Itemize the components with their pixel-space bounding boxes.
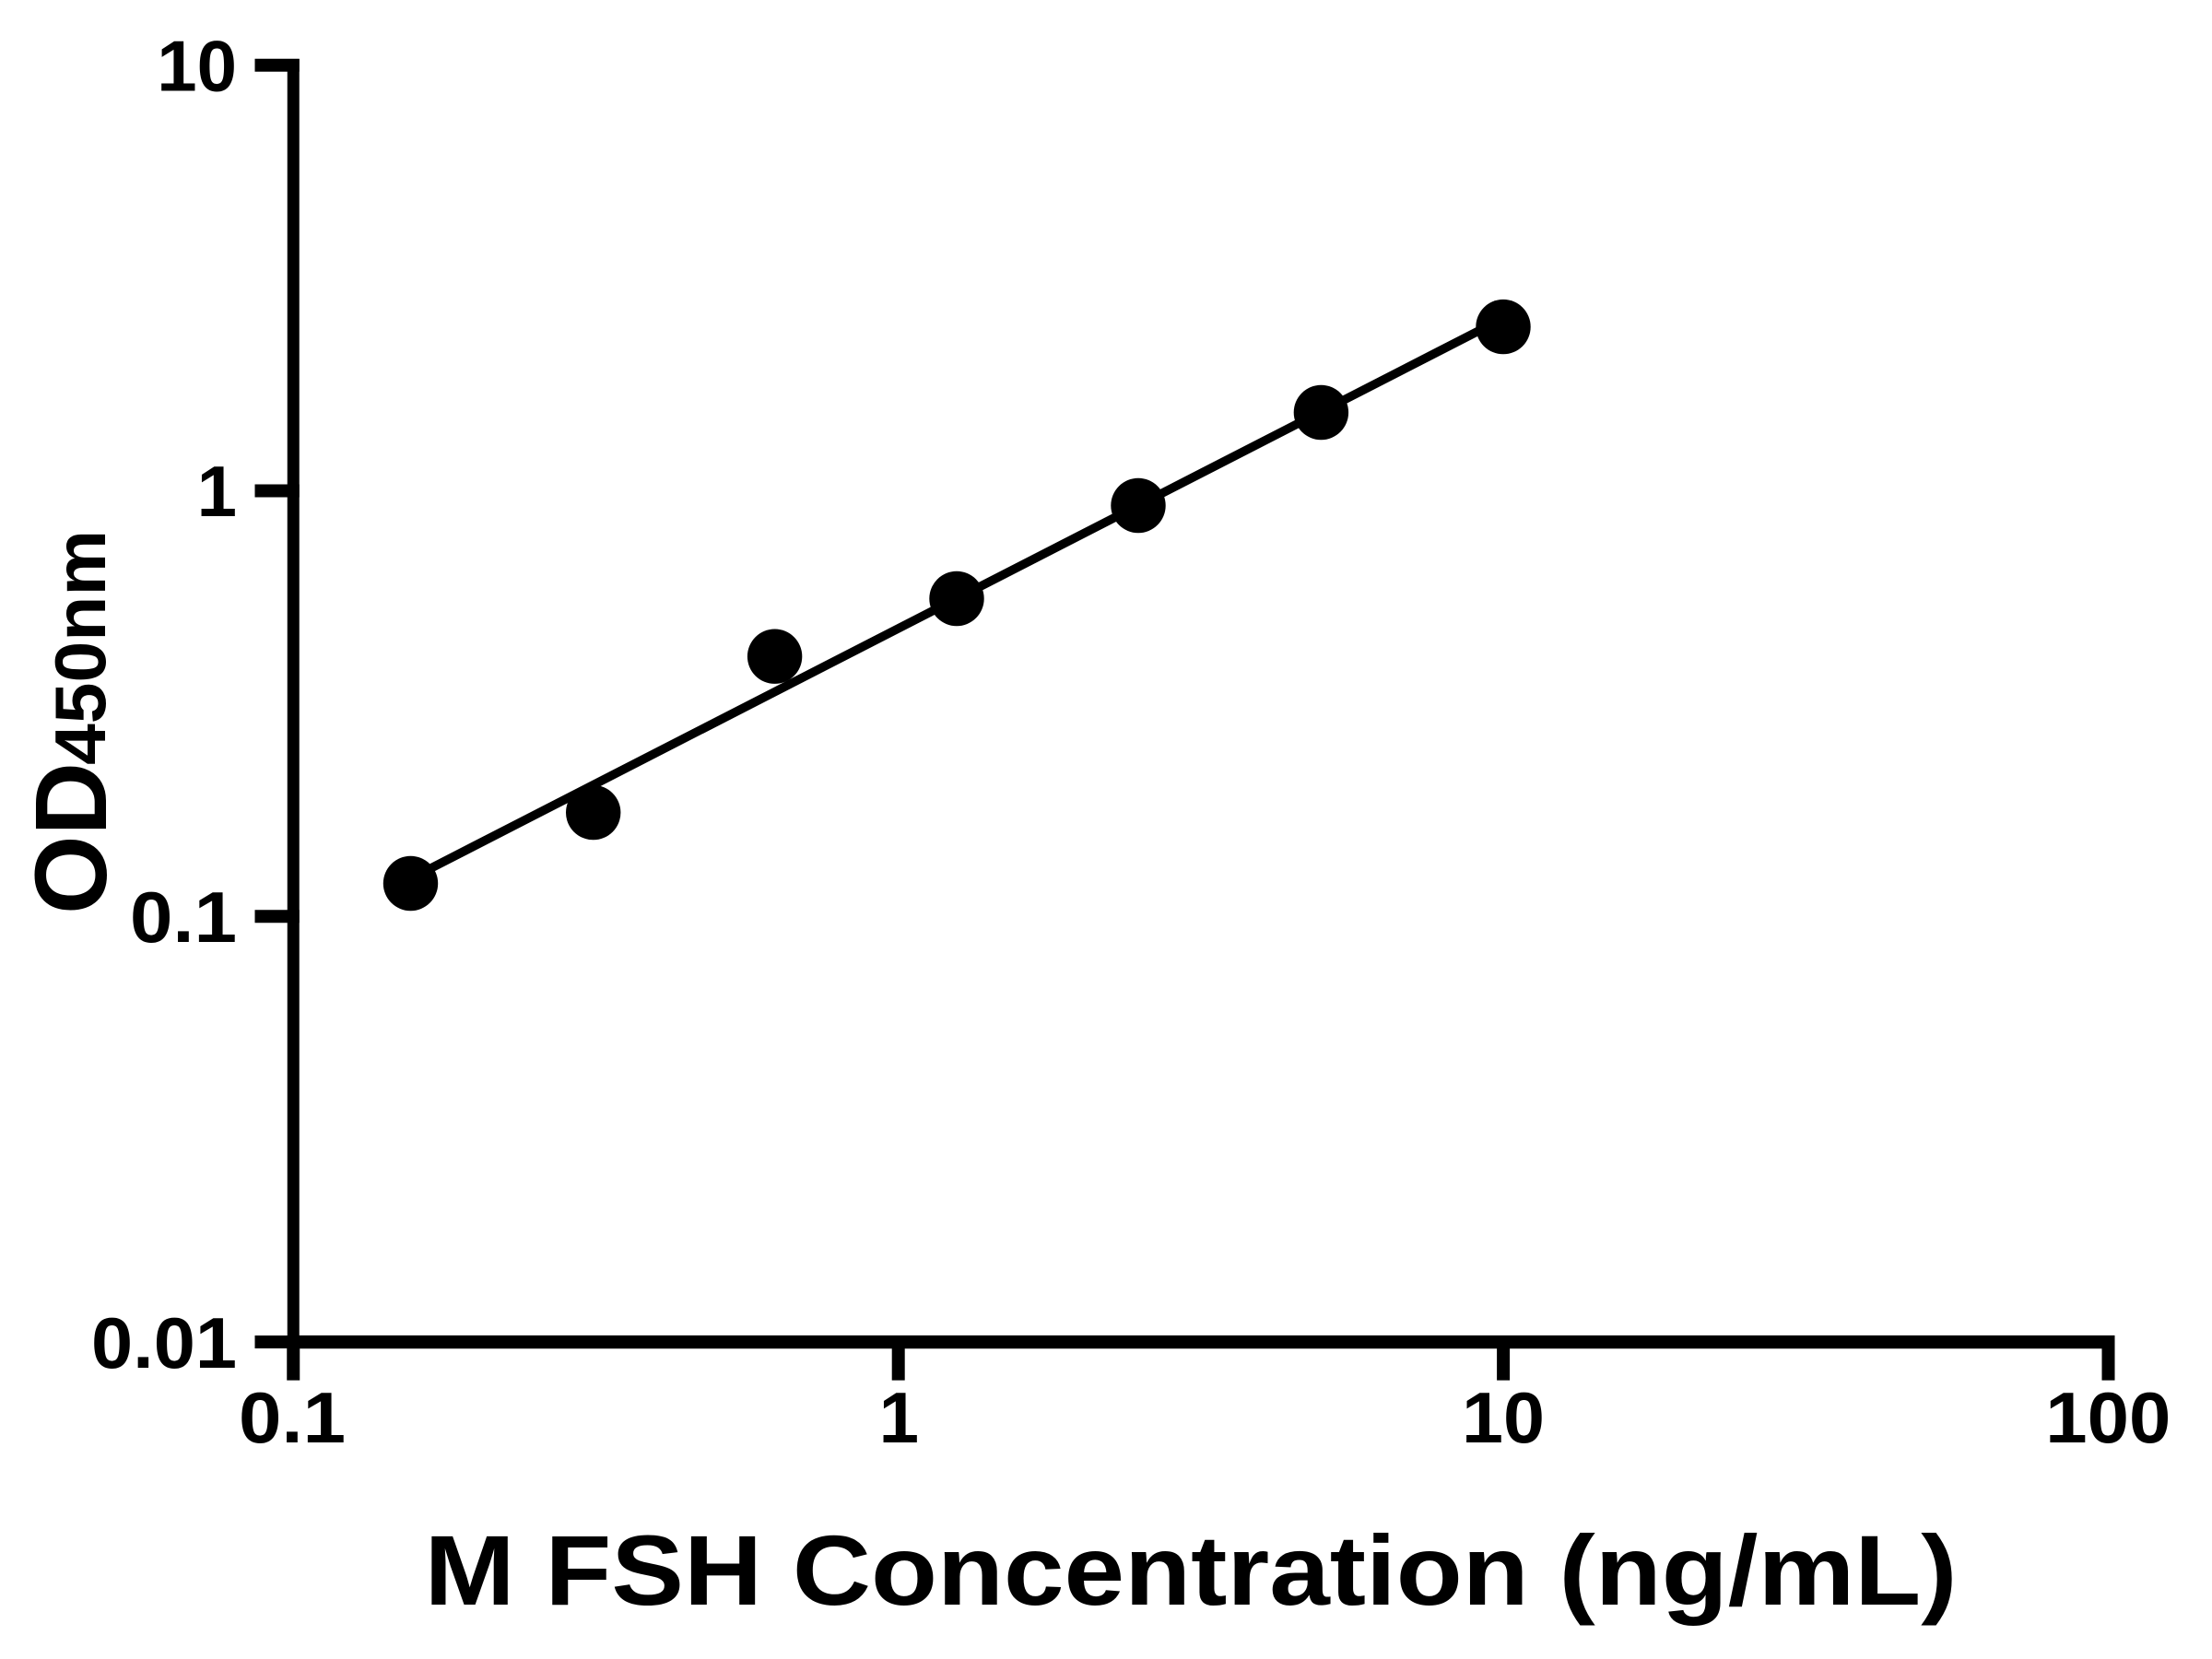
svg-text:0.01: 0.01: [91, 1302, 237, 1383]
svg-text:0.1: 0.1: [130, 877, 237, 958]
svg-text:1: 1: [197, 451, 237, 532]
svg-text:M FSH Concentration (ng/mL): M FSH Concentration (ng/mL): [425, 1514, 1958, 1626]
svg-text:100: 100: [2045, 1377, 2171, 1458]
svg-text:0.1: 0.1: [239, 1377, 346, 1458]
svg-text:10: 10: [1462, 1377, 1545, 1458]
svg-text:450nm: 450nm: [40, 530, 121, 765]
svg-text:OD: OD: [15, 762, 128, 914]
svg-text:1: 1: [879, 1377, 919, 1458]
svg-text:10: 10: [157, 26, 237, 107]
